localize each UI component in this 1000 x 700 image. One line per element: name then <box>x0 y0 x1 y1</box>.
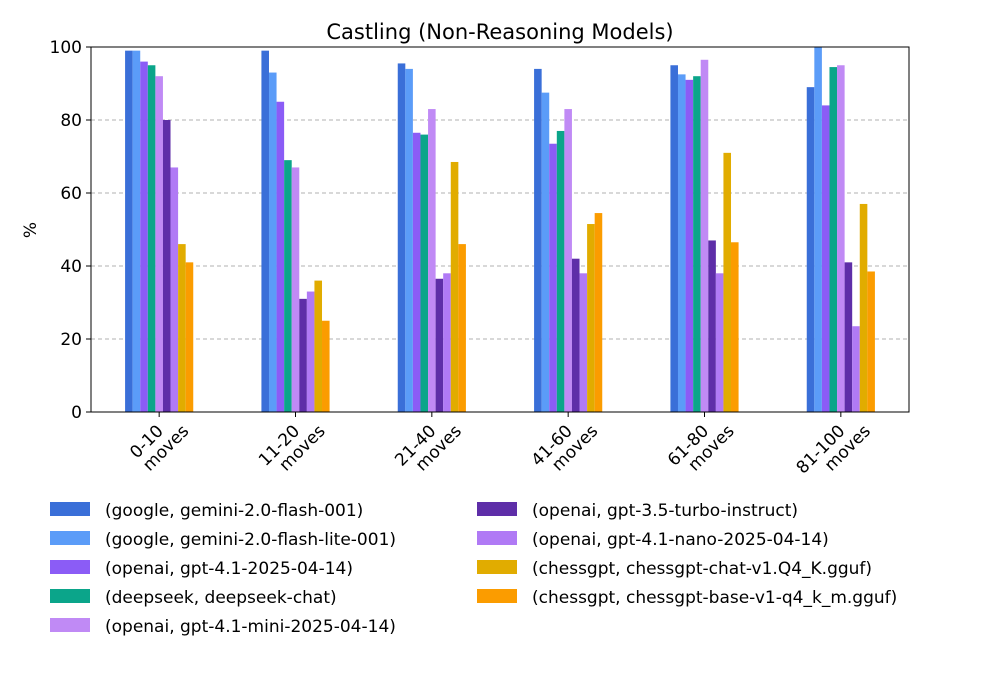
bar <box>125 50 133 413</box>
y-tick-label: 80 <box>60 111 82 131</box>
bar <box>859 203 868 412</box>
bar <box>549 143 557 413</box>
bar <box>268 72 277 413</box>
legend-swatch <box>477 502 517 516</box>
bar <box>132 50 141 413</box>
legend-label: (openai, gpt-3.5-turbo-instruct) <box>532 501 798 521</box>
bar <box>541 92 550 413</box>
bar <box>806 87 815 413</box>
bar <box>322 320 330 412</box>
gridlines <box>91 119 909 340</box>
bar <box>715 273 724 412</box>
bar <box>837 65 845 412</box>
bar <box>140 61 148 412</box>
y-tick-label: 20 <box>60 330 82 350</box>
bar <box>405 68 413 413</box>
bar <box>844 262 853 412</box>
legend-label: (openai, gpt-4.1-nano-2025-04-14) <box>532 530 829 550</box>
bar <box>852 326 860 412</box>
bar <box>450 161 459 412</box>
bar <box>587 224 595 412</box>
x-tick-label: 21-40moves <box>391 409 466 484</box>
bar <box>291 167 300 412</box>
bar <box>170 167 179 412</box>
bar <box>723 152 732 412</box>
x-tick-label: 81-100moves <box>793 409 875 491</box>
legend-label: (openai, gpt-4.1-mini-2025-04-14) <box>105 617 396 637</box>
bar <box>185 262 194 412</box>
legend-swatch <box>477 589 517 603</box>
bar <box>420 134 429 412</box>
legend-label: (chessgpt, chessgpt-base-v1-q4_k_m.gguf) <box>532 588 897 608</box>
bar <box>685 79 694 412</box>
legend-swatch <box>50 560 90 574</box>
bar <box>579 273 588 412</box>
bar <box>428 109 436 413</box>
bar <box>299 298 307 412</box>
bar <box>276 101 285 412</box>
legend-swatch <box>50 618 90 632</box>
bar <box>534 68 542 413</box>
plot-frame <box>90 46 910 413</box>
bar <box>397 63 406 413</box>
bar <box>594 213 603 412</box>
bar <box>261 50 269 413</box>
bar <box>306 291 315 412</box>
bar <box>178 244 186 412</box>
legend-swatch <box>50 531 90 545</box>
bar <box>147 65 156 412</box>
bar <box>155 76 163 412</box>
bar <box>162 120 171 412</box>
legend-swatch <box>50 502 90 516</box>
bar <box>677 74 686 413</box>
legend-label: (openai, gpt-4.1-2025-04-14) <box>105 559 353 579</box>
bar <box>412 132 421 412</box>
bar <box>867 271 875 412</box>
legend-label: (google, gemini-2.0-flash-lite-001) <box>105 530 396 550</box>
chart-title: Castling (Non-Reasoning Models) <box>326 20 673 44</box>
legend-swatch <box>477 531 517 545</box>
bar <box>458 244 466 412</box>
bar <box>284 160 292 412</box>
y-tick-label: 0 <box>71 403 82 423</box>
x-tick-label: 41-60moves <box>528 409 603 484</box>
bar <box>829 67 838 412</box>
bar <box>693 76 701 412</box>
y-axis-label: % <box>21 222 41 238</box>
legend-label: (google, gemini-2.0-flash-001) <box>105 501 363 521</box>
bar <box>731 242 739 412</box>
legend: (google, gemini-2.0-flash-001) (google, g… <box>50 501 897 637</box>
y-ticks: 0 20 40 60 80 100 <box>50 38 91 423</box>
bar <box>708 240 716 412</box>
x-tick-label: 61-80moves <box>664 409 739 484</box>
bar <box>571 258 580 412</box>
bar <box>814 47 822 412</box>
legend-label: (deepseek, deepseek-chat) <box>105 588 337 608</box>
y-tick-label: 100 <box>50 38 82 58</box>
bar <box>314 280 323 412</box>
x-tick-label: 11-20moves <box>255 409 330 484</box>
x-tick-label: 0-10moves <box>126 409 193 476</box>
bar <box>564 109 572 413</box>
bar <box>821 105 830 413</box>
bars <box>125 47 875 413</box>
bar <box>700 59 709 412</box>
y-tick-label: 40 <box>60 257 82 277</box>
legend-swatch <box>477 560 517 574</box>
legend-swatch <box>50 589 90 603</box>
y-tick-label: 60 <box>60 184 82 204</box>
legend-label: (chessgpt, chessgpt-chat-v1.Q4_K.gguf) <box>532 559 872 579</box>
bar <box>670 65 678 412</box>
bar <box>556 130 565 412</box>
bar <box>435 278 444 412</box>
x-ticks: 0-10moves 11-20moves 21-40moves 41-60moves 6… <box>126 409 875 491</box>
bar <box>443 273 451 412</box>
